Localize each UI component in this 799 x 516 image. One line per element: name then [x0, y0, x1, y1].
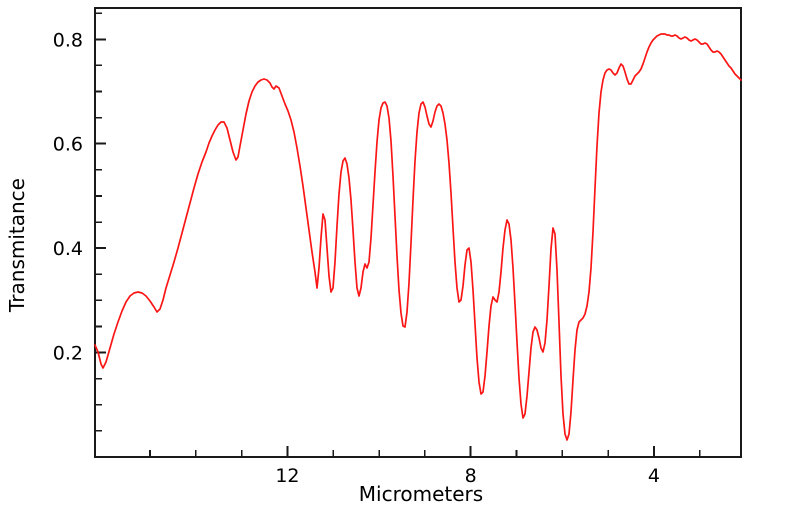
x-axis-ticks: [149, 446, 701, 457]
y-tick-label: 0.6: [53, 134, 83, 156]
data-series-group: [94, 33, 742, 441]
x-tick-label: 12: [275, 465, 299, 487]
y-axis-title: Transmitance: [5, 178, 29, 313]
spectrum-line: [94, 33, 742, 441]
y-tick-label: 0.8: [53, 29, 83, 51]
x-tick-label: 8: [465, 465, 477, 487]
y-tick-label: 0.2: [53, 343, 83, 365]
x-axis-title: Micrometers: [359, 482, 483, 506]
y-tick-label: 0.4: [53, 238, 83, 260]
y-axis-tick-labels: 0.2 0.4 0.6 0.8: [53, 29, 83, 364]
x-tick-label: 4: [648, 465, 660, 487]
y-axis-ticks: [95, 12, 106, 432]
x-axis-tick-labels: 12 8 4: [275, 465, 660, 487]
plot-frame: [94, 7, 742, 458]
axes-spines: [94, 7, 742, 458]
